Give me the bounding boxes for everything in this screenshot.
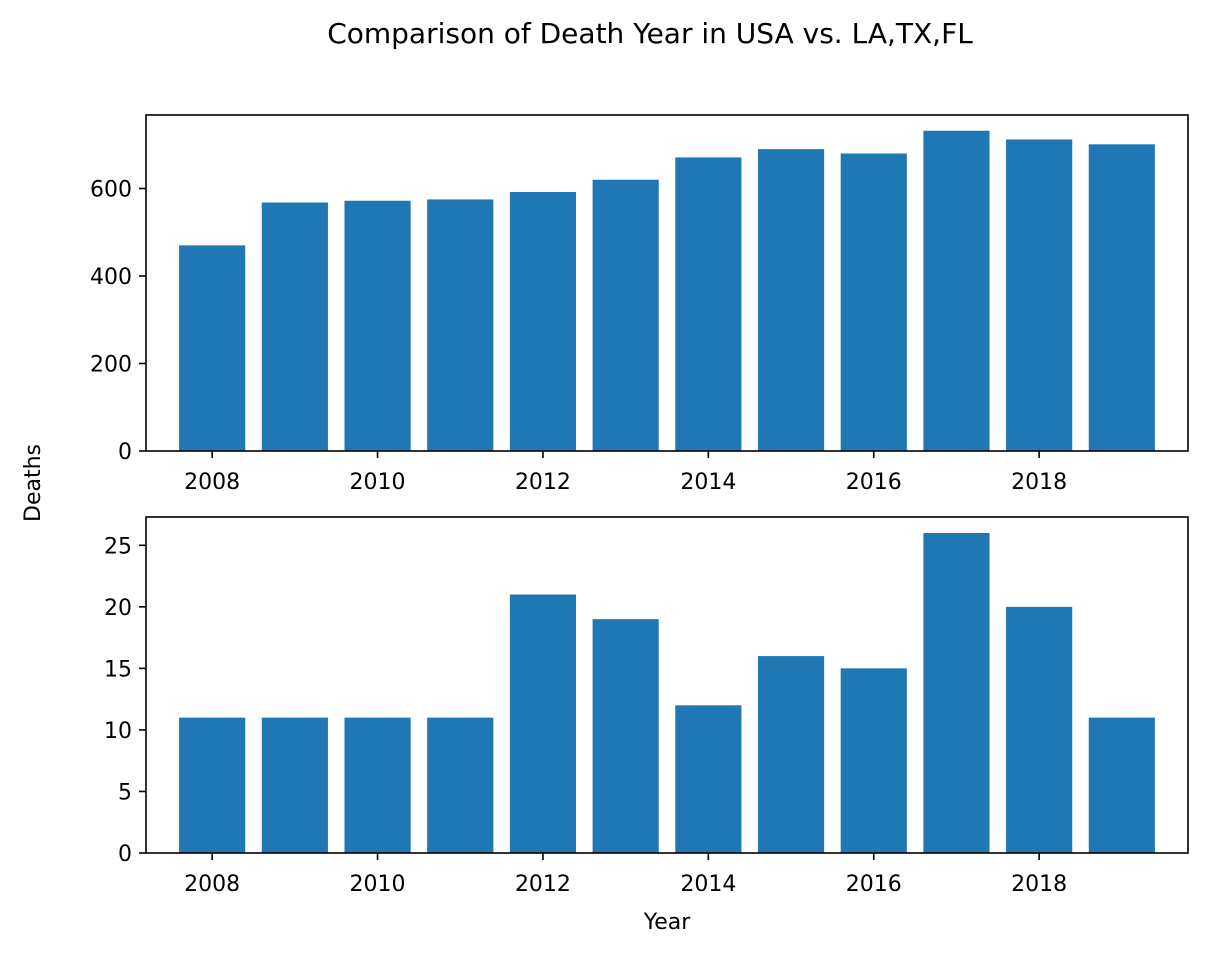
x-tick-label-2016: 2016 xyxy=(846,872,902,897)
y-tick-label-0: 0 xyxy=(118,440,132,465)
bar-2009 xyxy=(261,202,328,451)
bar-2011 xyxy=(427,717,494,853)
x-tick-label-2012: 2012 xyxy=(515,470,571,495)
bar-2013 xyxy=(592,619,659,853)
axes-frame xyxy=(145,516,1189,854)
bar-2019 xyxy=(1088,144,1155,451)
x-tick-label-2018: 2018 xyxy=(1011,872,1067,897)
y-tick-label-20: 20 xyxy=(104,596,132,621)
x-tick-label-2014: 2014 xyxy=(680,470,736,495)
bar-2017 xyxy=(923,130,990,451)
bar-2012 xyxy=(509,594,577,853)
axes-frame xyxy=(145,114,1189,452)
y-tick-label-15: 15 xyxy=(104,657,132,682)
x-tick-label-2008: 2008 xyxy=(184,872,240,897)
bar-2014 xyxy=(675,157,742,451)
x-tick-label-2018: 2018 xyxy=(1011,470,1067,495)
bar-2008 xyxy=(179,717,246,853)
bar-2016 xyxy=(840,668,907,853)
bar-2009 xyxy=(261,717,328,853)
bottom-panel: 2008 2010 2012 2014 2016 2018 0 5 10 15 20 25 Year xyxy=(104,516,1189,935)
bar-2017 xyxy=(923,533,990,853)
x-tick-label-2010: 2010 xyxy=(350,872,406,897)
bar-2018 xyxy=(1006,606,1073,853)
bar-2010 xyxy=(344,717,411,853)
bar-2010 xyxy=(344,200,411,451)
bar-2011 xyxy=(427,199,494,451)
bar-2008 xyxy=(179,245,246,452)
y-tick-label-5: 5 xyxy=(118,780,132,805)
bar-2018 xyxy=(1006,139,1073,451)
y-tick-label-10: 10 xyxy=(104,719,132,744)
shared-y-axis-label: Deaths xyxy=(21,444,46,522)
x-tick-label-2012: 2012 xyxy=(515,872,571,897)
x-axis-label: Year xyxy=(643,910,692,935)
bar-2014 xyxy=(675,705,742,853)
y-tick-label-400: 400 xyxy=(90,265,132,290)
top-panel: 2008 2010 2012 2014 2016 2018 0 200 400 600 xyxy=(90,114,1189,495)
bar-2016 xyxy=(840,153,907,451)
x-tick-label-2010: 2010 xyxy=(350,470,406,495)
bar-2012 xyxy=(509,192,577,451)
y-tick-label-600: 600 xyxy=(90,178,132,203)
bar-2013 xyxy=(592,179,659,451)
y-tick-label-25: 25 xyxy=(104,534,132,559)
bar-2019 xyxy=(1088,717,1155,853)
y-tick-label-200: 200 xyxy=(90,353,132,378)
x-tick-label-2016: 2016 xyxy=(846,470,902,495)
x-tick-label-2008: 2008 xyxy=(184,470,240,495)
figure-title: Comparison of Death Year in USA vs. LA,T… xyxy=(327,17,973,50)
bar-2015 xyxy=(757,656,825,853)
x-tick-label-2014: 2014 xyxy=(680,872,736,897)
y-tick-label-0: 0 xyxy=(118,842,132,867)
bar-2015 xyxy=(757,149,825,452)
